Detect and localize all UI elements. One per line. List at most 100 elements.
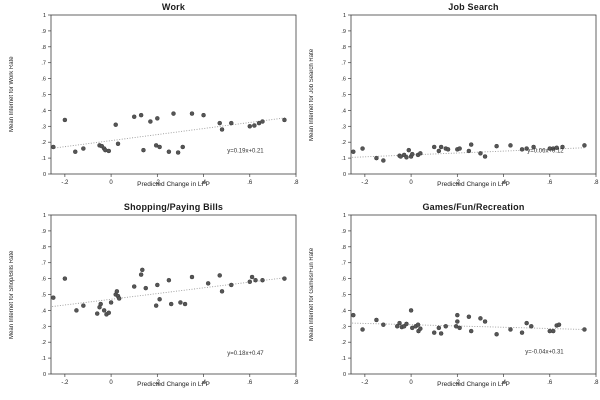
panel-job-search: 0 .1 .2 .3 .4 .5 .6 .7 .8 .9 1 -.2 0 .2 .4 .6 .8 y=0.06x+… [300, 0, 600, 200]
y-tick-label: .4 [341, 308, 346, 314]
data-point [229, 282, 234, 288]
data-point [508, 327, 513, 332]
data-point [108, 300, 114, 305]
data-point [148, 119, 153, 124]
data-point [101, 308, 107, 313]
data-point [282, 117, 287, 123]
data-point [81, 303, 86, 308]
y-tick-label: .9 [341, 229, 346, 235]
y-tick-label: 0 [43, 372, 46, 378]
y-tick-label: 0 [43, 172, 46, 178]
data-point [62, 117, 68, 123]
data-point [482, 154, 488, 159]
data-point [157, 144, 162, 150]
y-tick-label: 1 [43, 13, 46, 19]
data-point [438, 331, 444, 336]
shopping-bills-scatter-plot: 0 .1 .2 .3 .4 .5 .6 .7 .8 .9 1 -.2 0 .2 .4 .6 .8 y=0.18x+… [41, 213, 299, 386]
x-tick-label: .4 [501, 180, 507, 186]
x-axis-label-games-fun: Predicted Change in LFP [437, 381, 510, 388]
x-tick-label: .8 [293, 380, 299, 386]
data-point [131, 114, 137, 120]
y-tick-label: .9 [341, 29, 346, 35]
data-point [582, 143, 587, 148]
data-point [466, 314, 472, 320]
data-point [404, 321, 409, 327]
data-point [166, 277, 172, 283]
y-axis-label-shopping-bills: Mean Internet for Shop/Bills Rate [9, 250, 15, 339]
y-tick-label: .8 [41, 245, 46, 251]
x-tick-label: .2 [155, 180, 161, 186]
y-tick-label: .6 [341, 277, 346, 283]
y-tick-label: .4 [341, 108, 346, 114]
y-tick-label: 0 [343, 172, 346, 178]
data-point [529, 324, 534, 329]
x-axis-ticks: -.2 0 .2 .4 .6 .8 [61, 174, 299, 186]
data-point [153, 303, 159, 308]
data-point [524, 320, 529, 326]
y-tick-label: .8 [341, 245, 346, 251]
data-point [155, 116, 160, 121]
data-point [94, 311, 100, 316]
equation-label: y=-0.04x+0.31 [525, 349, 564, 355]
x-tick-label: .6 [547, 180, 553, 186]
y-tick-label: .9 [41, 29, 46, 35]
data-point [560, 144, 565, 150]
y-tick-label: .6 [341, 77, 346, 83]
chart-title-work: Work [161, 2, 186, 12]
y-axis-ticks: 0 .1 .2 .3 .4 .5 .6 .7 .8 .9 1 [41, 213, 51, 378]
data-point [141, 147, 146, 153]
equation-label: y=0.19x+0.21 [227, 149, 264, 155]
y-tick-label: .2 [341, 340, 346, 346]
data-point [351, 149, 356, 154]
chart-title-games-fun: Games/Fun/Recreation [422, 202, 525, 212]
data-point [436, 325, 442, 331]
data-point [138, 112, 144, 118]
data-point [180, 144, 185, 150]
data-point [138, 272, 144, 277]
data-point [524, 146, 529, 151]
y-tick-label: .4 [41, 308, 46, 314]
data-point [381, 322, 386, 327]
y-axis-label-job-search: Mean Internet for Job Search Rate [309, 48, 315, 141]
y-tick-label: .6 [41, 77, 46, 83]
data-point [171, 111, 176, 116]
y-tick-label: 1 [343, 213, 346, 219]
data-point [360, 327, 365, 332]
data-point [62, 276, 68, 281]
data-point [455, 312, 460, 318]
data-point [166, 149, 172, 154]
y-axis-label-games-fun: Mean Internet for Games/Fun Rate [309, 247, 315, 342]
y-tick-label: .1 [41, 156, 46, 162]
data-point [253, 277, 258, 283]
data-point [115, 141, 121, 147]
data-point [217, 273, 222, 278]
data-point [260, 119, 265, 124]
panel-games-fun: 0 .1 .2 .3 .4 .5 .6 .7 .8 .9 1 -.2 0 .2 .4 .6 .8 y=-0.04x… [300, 200, 600, 400]
chart-title-shopping-bills: Shopping/Paying Bills [123, 202, 224, 212]
x-axis-ticks: -.2 0 .2 .4 .6 .8 [61, 374, 299, 386]
data-point [374, 317, 379, 323]
data-point [81, 146, 86, 151]
y-tick-label: .8 [41, 45, 46, 51]
y-tick-label: .5 [41, 293, 46, 299]
data-point [189, 111, 195, 116]
x-tick-label: .6 [547, 380, 553, 386]
data-point [219, 289, 225, 294]
data-point [445, 147, 451, 152]
data-point [189, 274, 195, 280]
data-point [457, 325, 462, 331]
data-point [140, 267, 145, 273]
data-point [443, 324, 449, 329]
y-axis-ticks: 0 .1 .2 .3 .4 .5 .6 .7 .8 .9 1 [341, 213, 351, 378]
x-tick-label: .8 [593, 380, 599, 386]
x-axis-label-shopping-bills: Predicted Change in LFP [137, 381, 210, 388]
data-point [113, 122, 118, 127]
data-point [219, 127, 225, 132]
y-tick-label: .5 [41, 93, 46, 99]
data-point [51, 295, 56, 300]
data-point [73, 149, 78, 154]
data-point [436, 148, 442, 154]
data-point [531, 144, 536, 150]
y-tick-label: 1 [43, 213, 46, 219]
